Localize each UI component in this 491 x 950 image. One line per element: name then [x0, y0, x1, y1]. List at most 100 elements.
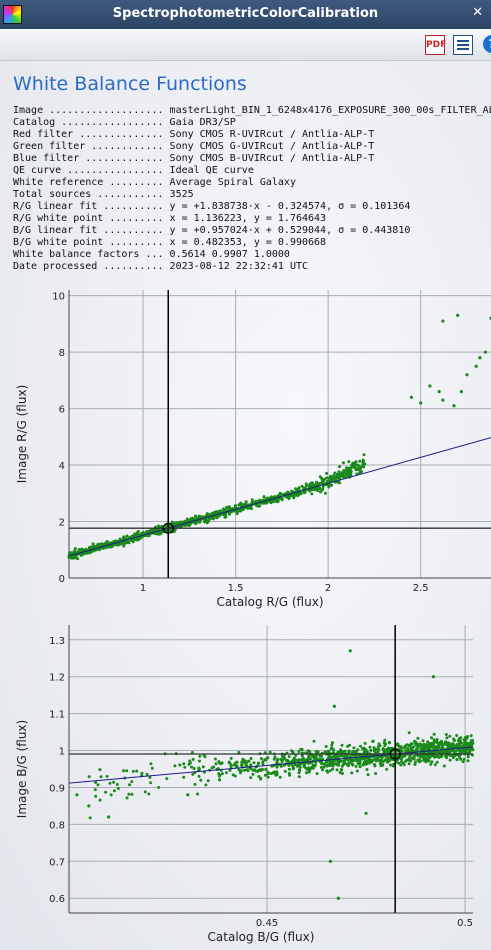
- data-point: [116, 787, 120, 790]
- app-icon[interactable]: [3, 5, 22, 24]
- data-point: [105, 774, 109, 778]
- help-icon[interactable]: ?: [483, 35, 491, 53]
- data-point: [332, 748, 336, 752]
- report-line-value: Average Spiral Galaxy: [169, 177, 296, 188]
- data-point: [470, 747, 474, 751]
- data-point: [344, 474, 348, 478]
- data-point: [465, 743, 469, 747]
- data-point: [98, 798, 102, 802]
- data-point: [287, 755, 291, 758]
- data-point: [173, 528, 176, 532]
- data-point: [241, 757, 245, 761]
- data-point: [187, 762, 191, 766]
- report-line-value: 3525: [169, 189, 194, 200]
- pdf-export-icon[interactable]: PDF: [425, 35, 446, 55]
- data-point: [320, 476, 324, 480]
- data-point: [336, 476, 340, 480]
- data-point: [239, 501, 243, 505]
- data-point: [145, 772, 149, 776]
- data-point: [442, 764, 446, 768]
- window-titlebar[interactable]: SpectrophotometricColorCalibration ✕: [0, 0, 491, 29]
- data-point: [363, 462, 367, 466]
- data-point: [349, 760, 353, 763]
- report-line-value: Gaia DR3/SP: [169, 117, 236, 128]
- data-point: [377, 748, 381, 751]
- report-line-label: R/G white point .........: [13, 213, 170, 224]
- data-point: [408, 744, 412, 748]
- outlier-point: [483, 350, 488, 354]
- outlier-point: [441, 398, 445, 402]
- data-point: [335, 768, 339, 772]
- data-point: [412, 745, 416, 749]
- data-point: [243, 503, 246, 507]
- data-point: [266, 756, 270, 760]
- data-point: [374, 772, 378, 775]
- data-point: [178, 763, 182, 767]
- outlier-point: [437, 390, 441, 394]
- outlier-point: [452, 404, 456, 408]
- data-point: [466, 759, 470, 763]
- data-point: [354, 460, 358, 464]
- report-line: Red filter .............. Sony CMOS R-UV…: [13, 129, 491, 141]
- report-line: Date processed .......... 2023-08-12 22:…: [13, 261, 491, 273]
- data-point: [448, 734, 452, 738]
- report-line: B/G white point ......... x = 0.482353, …: [13, 237, 491, 249]
- data-point: [133, 538, 136, 542]
- report-content[interactable]: White Balance Functions Image ..........…: [0, 61, 491, 950]
- data-point: [198, 759, 201, 763]
- data-point: [314, 755, 318, 759]
- report-line: B/G linear fit .......... y = +0.957024·…: [13, 225, 491, 237]
- data-point: [336, 759, 340, 763]
- x-tick-label: 1: [140, 583, 146, 594]
- data-point: [341, 762, 345, 766]
- data-point: [448, 758, 452, 762]
- data-point: [182, 762, 186, 766]
- data-point: [331, 475, 335, 479]
- data-point: [455, 734, 459, 737]
- data-point: [332, 755, 336, 759]
- data-point: [418, 758, 422, 762]
- data-point: [385, 767, 389, 771]
- data-point: [383, 758, 387, 762]
- data-point: [204, 518, 208, 521]
- data-point: [300, 754, 304, 758]
- report-line: R/G white point ......... x = 1.136223, …: [13, 213, 491, 225]
- data-point: [227, 512, 231, 516]
- y-tick-label: 0.6: [49, 894, 65, 905]
- data-point: [440, 743, 444, 747]
- data-point: [399, 763, 403, 767]
- data-point: [297, 771, 301, 775]
- data-point: [196, 792, 200, 796]
- data-point: [298, 768, 302, 772]
- report-heading: White Balance Functions: [13, 73, 247, 95]
- data-point: [304, 482, 308, 486]
- data-point: [416, 736, 420, 740]
- document-list-icon[interactable]: [453, 35, 473, 55]
- data-point: [460, 741, 464, 745]
- data-point: [443, 750, 447, 754]
- data-point: [247, 506, 251, 510]
- data-point: [381, 747, 385, 751]
- report-line-value: x = 1.136223, y = 1.764643: [169, 213, 327, 224]
- toolbar: PDF ?: [0, 29, 491, 61]
- close-icon[interactable]: ✕: [472, 5, 483, 20]
- data-point: [320, 754, 324, 758]
- report-line-value: y = +0.957024·x + 0.529044, σ = 0.443810: [169, 225, 411, 236]
- data-point: [363, 741, 367, 745]
- report-line-value: Sony CMOS B-UVIRcut / Antlia-ALP-T: [169, 153, 375, 164]
- data-point: [302, 490, 306, 494]
- data-point: [330, 760, 334, 764]
- data-point: [359, 744, 362, 748]
- data-point: [115, 783, 119, 786]
- data-point: [305, 771, 308, 775]
- data-point: [404, 749, 408, 753]
- data-point: [384, 750, 388, 754]
- data-point: [356, 463, 360, 467]
- data-point: [326, 770, 330, 774]
- data-point: [310, 481, 314, 485]
- report-line: Total sources ........... 3525: [13, 189, 491, 201]
- data-point: [356, 467, 360, 471]
- data-point: [330, 743, 334, 747]
- data-point: [249, 776, 253, 780]
- data-point: [429, 745, 432, 749]
